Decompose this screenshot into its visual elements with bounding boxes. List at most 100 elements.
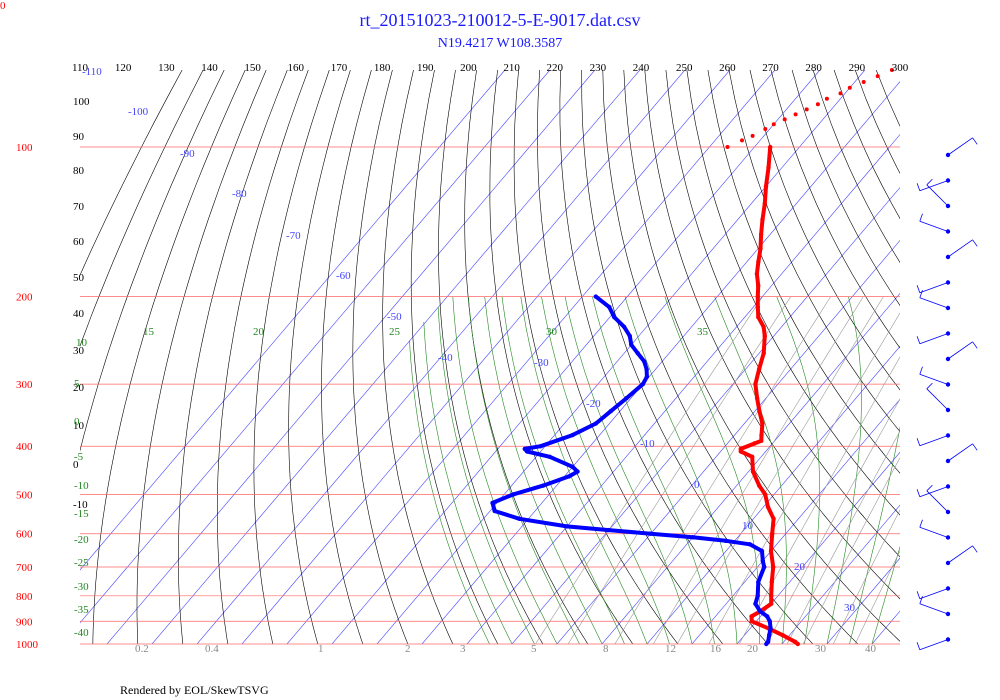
isotherm-line [106,70,596,644]
moist-adiabat-left-label: -10 [74,480,89,492]
wind-barb-flag [916,183,921,191]
theta-top-label: 270 [762,62,779,74]
isotherm-label: -80 [232,188,247,200]
isotherm-label: -60 [336,270,351,282]
wind-barb-dot [945,229,951,234]
moist-adiabat-left-label: 5 [74,378,80,390]
footer-credit: Rendered by EOL/SkewTSVG [120,683,269,697]
chart-title: rt_20151023-210012-5-E-9017.dat.csv [359,10,641,30]
mixing-ratio-line [854,550,900,644]
temperature-point [749,614,754,619]
pressure-label: 500 [16,489,33,501]
isotherm-label: -20 [586,398,601,410]
pressure-label: 1000 [16,639,39,651]
wind-barb-dot [945,407,951,413]
isotherm-line [556,240,900,644]
moist-adiabat-line [826,296,862,644]
wind-barb-staff [919,333,949,345]
wind-barb-staff [947,443,973,462]
theta-top-label: 280 [805,62,822,74]
moist-adiabat-left-label: -30 [74,581,89,593]
isotherm-line [421,81,900,644]
isotherm-line [466,134,900,644]
temperature-upper-point [875,74,880,79]
mixing-ratio-label: 0.4 [205,643,219,655]
pressure-label: 600 [16,529,33,541]
temperature-point [762,333,767,339]
wind-barb-staff [919,435,949,447]
theta-top-label: 230 [590,62,607,74]
isotherm-label: -70 [286,230,301,242]
dewpoint-point [723,538,728,543]
wind-barb-flag [972,443,978,451]
isotherm-label: -50 [387,311,402,323]
wind-barb-staff [919,180,949,192]
wind-barb-flag [916,285,921,293]
wind-barb-flag [926,382,933,390]
dry-adiabat-line [410,70,499,644]
temperature-point [758,232,764,237]
wind-barb-staff [919,526,949,538]
dry-adiabat-line [178,70,288,644]
dewpoint-point [644,374,650,379]
isobar-lines [80,146,900,645]
dewpoint-point [755,593,760,598]
isotherm-label: -100 [128,106,149,118]
theta-top-label: 300 [892,62,909,74]
temperature-point [761,351,766,356]
wind-barb-staff [926,490,949,513]
dry-adiabat-line [253,70,330,644]
theta-top-label: 110 [72,62,89,74]
temperature-point [752,441,757,446]
mixing-ratio-label: 40 [865,643,877,655]
isotherm-line [646,345,900,644]
moist-adiabat-line [468,296,580,644]
theta-top-label: 240 [633,62,650,74]
isotherm-line [601,292,900,644]
moist-adiabat-line [501,296,625,644]
chart-subtitle: N19.4217 W108.3587 [437,36,563,51]
moist-adiabat-left-label: -15 [74,508,89,520]
pressure-label: 900 [16,616,33,628]
isotherm-label: 10 [742,520,754,532]
moist-adiabat-left-label: -5 [74,451,84,463]
temperature-point [795,641,800,647]
dry-adiabat-line [513,70,679,644]
dewpoint-point [541,483,546,488]
dewpoint-point [760,558,765,563]
dewpoint-point [767,619,772,624]
isotherm-lines [80,70,900,644]
wind-barb-flag [919,213,923,222]
wind-barb-flag [972,341,978,349]
mixing-ratio-label: 8 [603,643,609,655]
dry-adiabat-line [770,70,900,349]
temperature-upper-point [889,68,894,72]
wind-barb-dot [945,586,951,591]
corner-label: 0 [0,0,6,12]
dewpoint-point [629,342,634,347]
temperature-point [769,601,774,606]
wind-barb-staff [926,184,949,207]
wind-barb-staff [919,486,949,498]
isotherm-label: -40 [438,352,453,364]
wind-barb-flag [916,642,921,650]
dewpoint-point [644,367,649,372]
dry-adiabat-line [833,70,900,220]
dry-adiabat-line [749,70,900,391]
temperature-upper-point [771,122,776,127]
moist-adiabat-line [849,425,900,644]
moist-adiabat-line [776,296,820,644]
dry-adiabat-line [812,70,900,264]
mixing-ratio-label: 20 [747,643,759,655]
pressure-label: 400 [16,441,33,453]
dry-adiabat-line [352,70,409,644]
dry-adiabat-line [875,70,900,127]
temperature-point [755,294,760,299]
moist-adiabat-line [541,296,670,644]
mixing-ratio-label: 0.2 [135,643,149,655]
wind-barb-dot [945,203,951,209]
theta-top-label: 290 [849,62,866,74]
pressure-label: 800 [16,591,33,603]
dry-adiabat-line [80,70,183,276]
